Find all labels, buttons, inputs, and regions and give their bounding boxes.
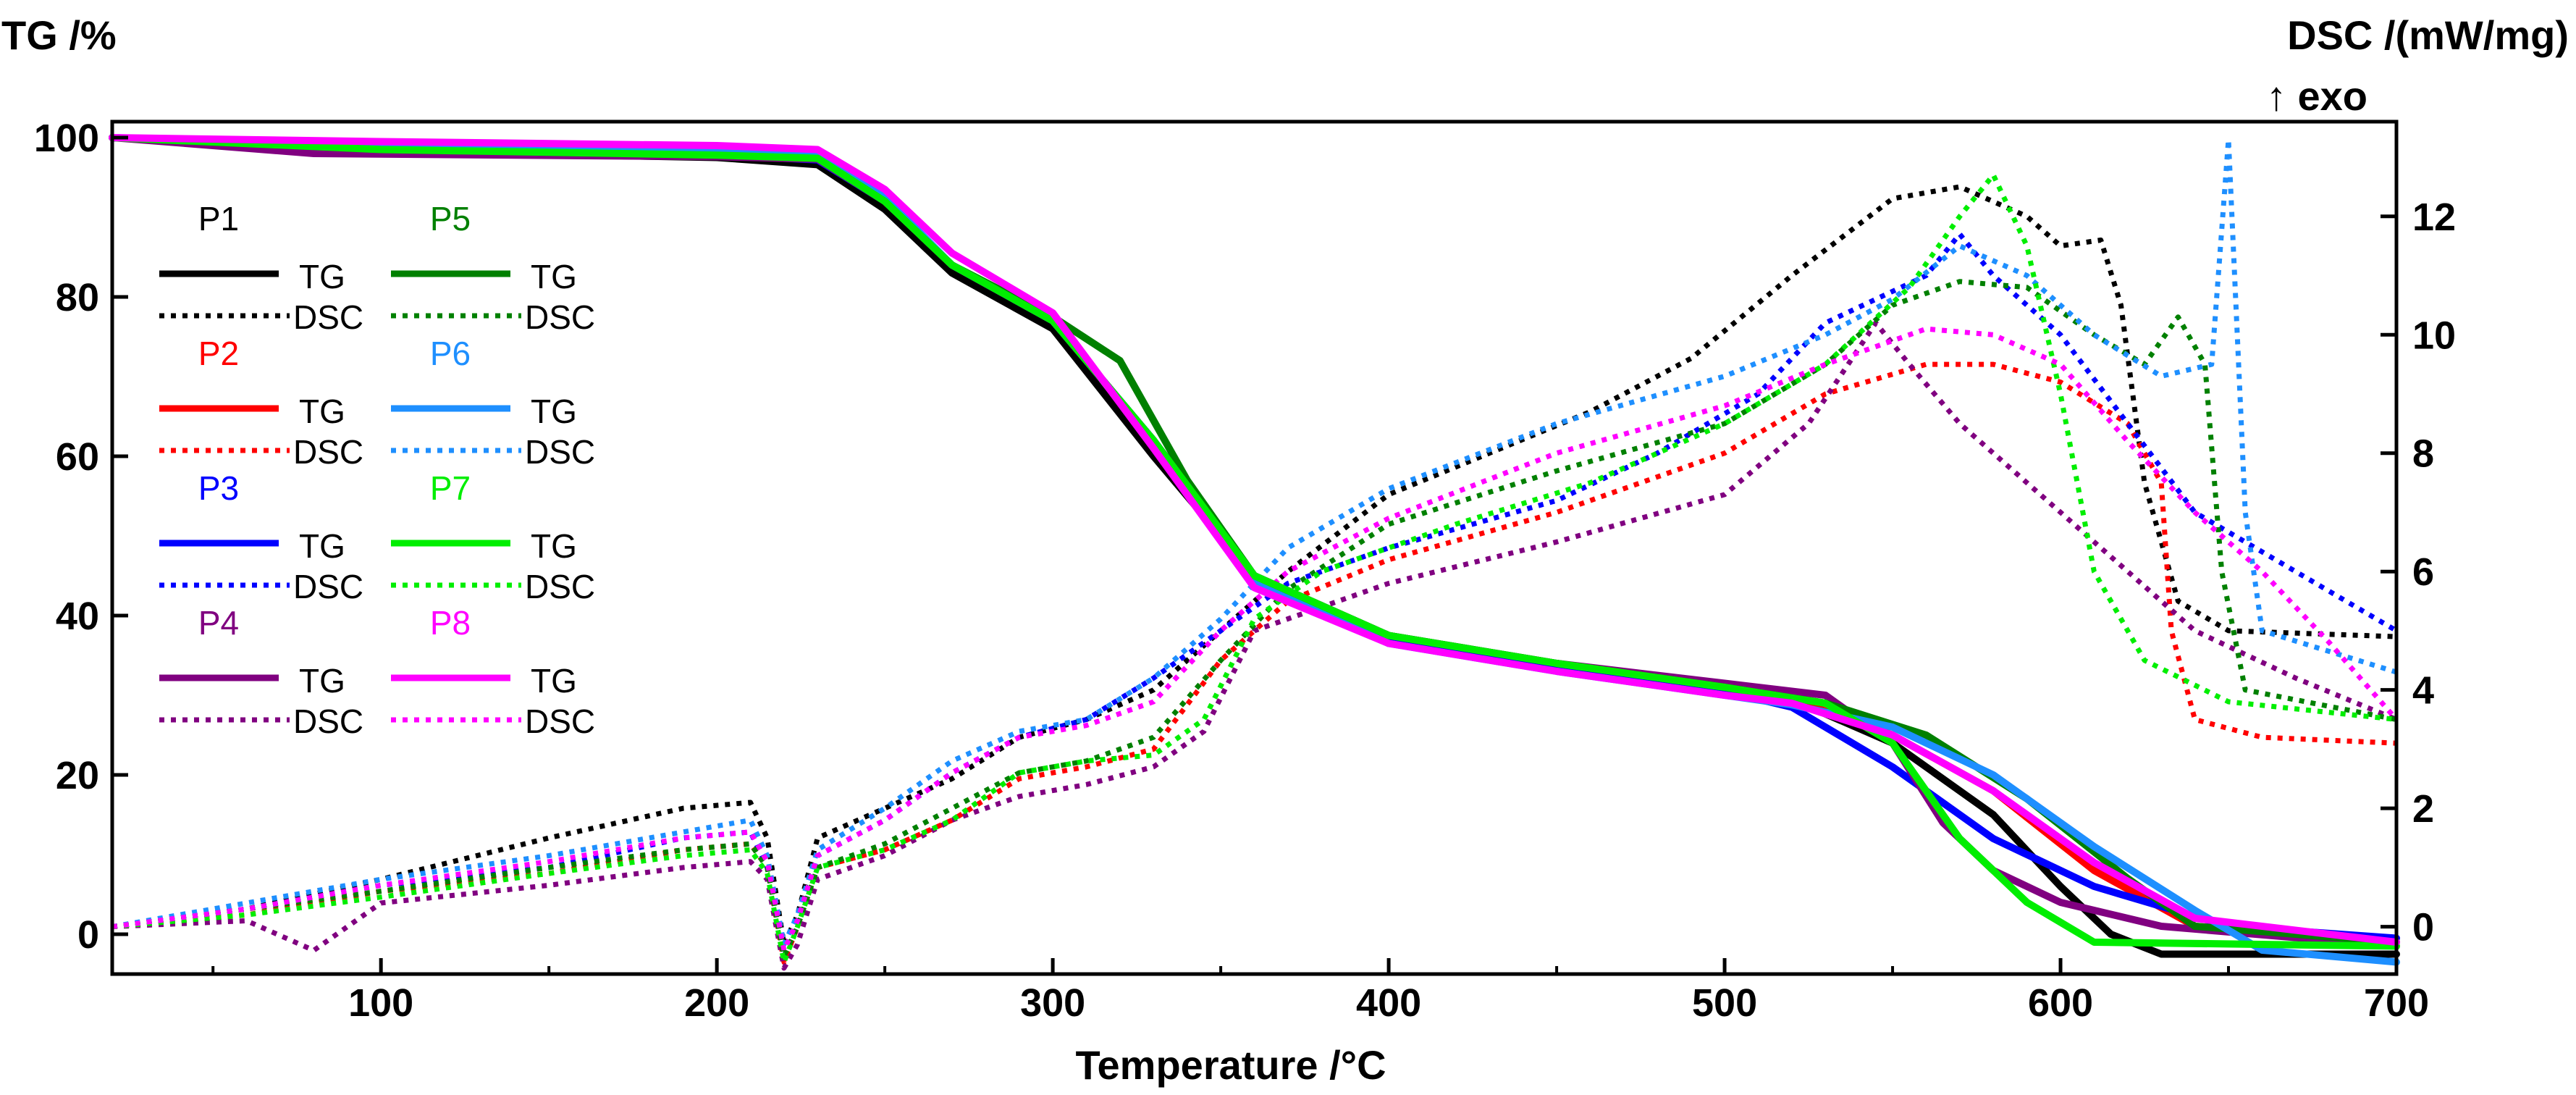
legend-tg-label: TG — [299, 662, 345, 700]
x-tick-label: 200 — [684, 981, 749, 1025]
y-left-tick-label: 60 — [56, 435, 99, 479]
legend-dsc-label: DSC — [525, 702, 595, 740]
legend-name-p4: P4 — [198, 604, 239, 642]
legend-tg-label: TG — [299, 527, 345, 565]
legend-dsc-label: DSC — [525, 568, 595, 605]
x-tick-label: 400 — [1356, 981, 1421, 1025]
dsc-curve-p6 — [111, 137, 2398, 947]
dsc-curve-p8 — [111, 326, 2399, 953]
y-left-tick-label: 80 — [56, 276, 99, 319]
x-tick-label: 700 — [2364, 981, 2429, 1025]
exo-direction-note: ↑ exo — [2266, 73, 2367, 119]
legend-tg-label: TG — [531, 662, 577, 700]
dsc-curve-p7 — [111, 172, 2397, 965]
legend-name-p3: P3 — [198, 469, 239, 507]
dsc-curve-p4 — [111, 320, 2398, 971]
legend-name-p1: P1 — [198, 200, 239, 238]
x-tick-label: 300 — [1020, 981, 1085, 1025]
y-right-tick-label: 4 — [2412, 669, 2434, 713]
legend-tg-label: TG — [299, 258, 345, 295]
legend-tg-label: TG — [531, 527, 577, 565]
tg-curve-p7 — [109, 134, 2400, 950]
legend-dsc-label: DSC — [525, 298, 595, 336]
y-right-tick-label: 10 — [2412, 314, 2456, 357]
legend-dsc-label: DSC — [293, 702, 363, 740]
dsc-curve-p2 — [111, 361, 2397, 965]
legend-name-p5: P5 — [430, 200, 471, 238]
y-right-tick-label: 6 — [2412, 550, 2434, 594]
legend-dsc-label: DSC — [293, 298, 363, 336]
y-left-tick-label: 100 — [34, 117, 99, 160]
legend-dsc-label: DSC — [293, 433, 363, 471]
curve-layer — [109, 134, 2400, 971]
y-left-tick-label: 20 — [56, 754, 99, 797]
x-tick-label: 100 — [348, 981, 413, 1025]
legend-tg-label: TG — [299, 393, 345, 430]
right-axis-title: DSC /(mW/mg) — [2287, 12, 2569, 58]
legend-name-p6: P6 — [430, 335, 471, 372]
y-right-tick-label: 12 — [2412, 196, 2456, 239]
legend-dsc-label: DSC — [525, 433, 595, 471]
legend-name-p2: P2 — [198, 335, 239, 372]
legend: P1TGDSCP2TGDSCP3TGDSCP4TGDSCP5TGDSCP6TGD… — [159, 200, 595, 740]
legend-dsc-label: DSC — [293, 568, 363, 605]
tg-curve-p8 — [109, 134, 2400, 946]
legend-name-p8: P8 — [430, 604, 471, 642]
y-right-tick-label: 2 — [2412, 787, 2434, 831]
legend-tg-label: TG — [531, 393, 577, 430]
y-right-tick-label: 0 — [2412, 906, 2434, 949]
y-left-tick-label: 40 — [56, 595, 99, 638]
x-axis-title: Temperature /°C — [1075, 1042, 1386, 1088]
axes-layer: 100 200 300 400 500 600 700 0 20 40 60 80 100 0 2 4 6 8 10… — [34, 117, 2456, 1025]
legend-name-p7: P7 — [430, 469, 471, 507]
left-axis-title: TG /% — [1, 12, 117, 58]
plot-frame — [110, 119, 2399, 976]
legend-tg-label: TG — [531, 258, 577, 295]
x-tick-label: 500 — [1692, 981, 1757, 1025]
x-tick-label: 600 — [2028, 981, 2093, 1025]
y-left-tick-label: 0 — [77, 913, 99, 957]
y-right-tick-label: 8 — [2412, 432, 2434, 476]
